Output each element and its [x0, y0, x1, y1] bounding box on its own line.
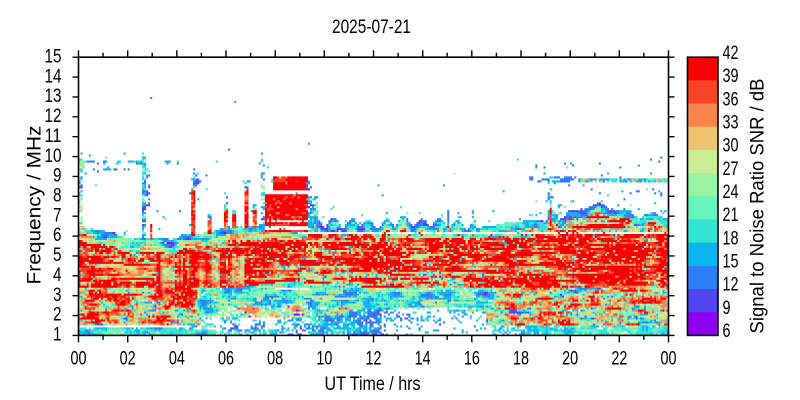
svg-text:6: 6 [53, 225, 62, 246]
svg-text:02: 02 [120, 349, 136, 370]
svg-text:14: 14 [415, 349, 431, 370]
svg-text:1: 1 [53, 325, 62, 346]
svg-text:UT Time / hrs: UT Time / hrs [325, 374, 421, 395]
svg-text:12: 12 [366, 349, 382, 370]
svg-text:16: 16 [464, 349, 480, 370]
svg-text:5: 5 [53, 245, 62, 266]
svg-text:18: 18 [723, 228, 739, 249]
svg-text:15: 15 [723, 252, 739, 273]
svg-text:08: 08 [267, 349, 283, 370]
svg-text:06: 06 [218, 349, 234, 370]
svg-text:7: 7 [53, 205, 62, 226]
svg-text:Signal to Noise Ratio SNR / dB: Signal to Noise Ratio SNR / dB [748, 79, 769, 334]
svg-text:6: 6 [723, 321, 731, 342]
svg-text:36: 36 [723, 89, 739, 110]
svg-text:27: 27 [723, 159, 739, 180]
svg-text:15: 15 [45, 46, 62, 67]
svg-text:9: 9 [53, 166, 62, 187]
svg-text:22: 22 [611, 349, 627, 370]
svg-text:00: 00 [71, 349, 87, 370]
svg-text:00: 00 [661, 349, 677, 370]
svg-text:2025-07-21: 2025-07-21 [332, 17, 411, 38]
svg-text:33: 33 [723, 112, 739, 133]
svg-text:14: 14 [45, 66, 62, 87]
svg-text:12: 12 [723, 275, 739, 296]
svg-text:10: 10 [45, 146, 62, 167]
svg-text:21: 21 [723, 205, 739, 226]
svg-text:30: 30 [723, 136, 739, 157]
svg-text:12: 12 [45, 106, 62, 127]
svg-text:13: 13 [45, 86, 62, 107]
svg-text:9: 9 [723, 298, 731, 319]
svg-text:04: 04 [169, 349, 185, 370]
svg-text:8: 8 [53, 186, 62, 207]
svg-text:24: 24 [723, 182, 739, 203]
svg-text:10: 10 [316, 349, 332, 370]
svg-text:4: 4 [53, 265, 62, 286]
svg-text:39: 39 [723, 66, 739, 87]
svg-text:18: 18 [513, 349, 529, 370]
svg-text:Frequency / MHz: Frequency / MHz [25, 126, 46, 285]
svg-text:42: 42 [723, 43, 739, 64]
svg-text:3: 3 [53, 285, 62, 306]
svg-text:2: 2 [53, 305, 62, 326]
svg-text:11: 11 [45, 126, 62, 147]
svg-text:20: 20 [562, 349, 578, 370]
